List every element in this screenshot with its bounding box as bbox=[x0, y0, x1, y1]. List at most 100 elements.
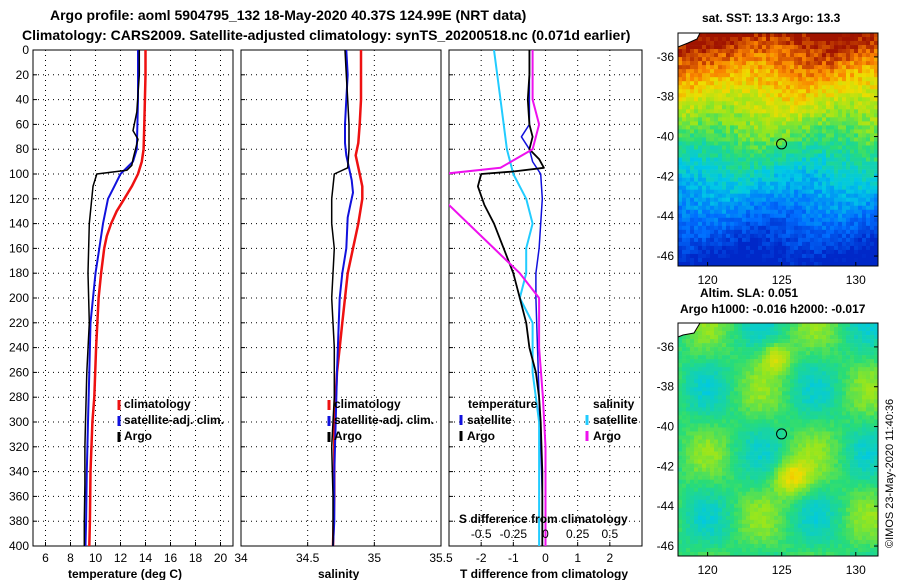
map-cell bbox=[758, 85, 763, 90]
map-cell bbox=[790, 225, 795, 231]
map-cell bbox=[802, 169, 807, 174]
map-cell bbox=[830, 153, 835, 158]
map-cell bbox=[830, 57, 835, 62]
map-cell bbox=[826, 33, 831, 38]
map-cell bbox=[754, 185, 759, 190]
map-cell bbox=[858, 205, 863, 211]
map-cell bbox=[834, 125, 839, 130]
map-cell bbox=[778, 439, 783, 444]
map-cell bbox=[762, 209, 767, 215]
map-cell bbox=[790, 459, 795, 464]
map-cell bbox=[702, 97, 707, 102]
map-cell bbox=[802, 213, 807, 219]
map-cell bbox=[770, 343, 775, 348]
map-cell bbox=[862, 245, 867, 251]
map-cell bbox=[862, 371, 867, 376]
map-cell bbox=[778, 451, 783, 456]
map-cell bbox=[698, 125, 703, 130]
map-cell bbox=[778, 467, 783, 472]
map-cell bbox=[782, 185, 787, 190]
map-cell bbox=[786, 161, 791, 166]
map-cell bbox=[714, 323, 719, 328]
map-cell bbox=[706, 395, 711, 400]
map-cell bbox=[834, 97, 839, 102]
map-cell bbox=[794, 85, 799, 90]
map-cell bbox=[786, 379, 791, 384]
map-cell bbox=[726, 241, 731, 247]
map-cell bbox=[846, 427, 851, 432]
map-cell bbox=[814, 407, 819, 412]
map-cell bbox=[846, 49, 851, 54]
map-cell bbox=[750, 435, 755, 440]
map-cell bbox=[714, 249, 719, 255]
map-cell bbox=[870, 451, 875, 456]
map-cell bbox=[682, 165, 687, 170]
map-cell bbox=[710, 245, 715, 251]
axis-ticks: 0204060801001201401601802002202402602803… bbox=[9, 43, 614, 565]
map-cell bbox=[858, 435, 863, 440]
map-cell bbox=[702, 137, 707, 142]
map-cell bbox=[766, 209, 771, 215]
map-cell bbox=[802, 335, 807, 340]
map-cell bbox=[730, 213, 735, 219]
map-cell bbox=[806, 37, 811, 42]
map-cell bbox=[798, 387, 803, 392]
map-cell bbox=[678, 379, 683, 384]
map-cell bbox=[690, 157, 695, 162]
map-cell bbox=[866, 181, 871, 186]
map-cell bbox=[694, 213, 699, 219]
map-cell bbox=[842, 189, 847, 194]
map-cell bbox=[834, 37, 839, 42]
series-line-argo bbox=[330, 50, 350, 546]
map-cell bbox=[742, 261, 747, 267]
map-cell bbox=[834, 359, 839, 364]
map-cell bbox=[702, 101, 707, 106]
map-cell bbox=[690, 189, 695, 194]
map-cell bbox=[730, 323, 735, 328]
map-cell bbox=[810, 331, 815, 336]
map-cell bbox=[686, 93, 691, 98]
map-cell bbox=[710, 69, 715, 74]
map-cell bbox=[794, 395, 799, 400]
map-cell bbox=[730, 423, 735, 428]
difference-legend: temperature salinity satellite Argo sate… bbox=[459, 397, 638, 443]
map-cell bbox=[722, 105, 727, 110]
map-cell bbox=[746, 375, 751, 380]
map-cell bbox=[794, 439, 799, 444]
map-cell bbox=[778, 245, 783, 251]
map-cell bbox=[698, 41, 703, 46]
map-cell bbox=[774, 101, 779, 106]
map-cell bbox=[862, 129, 867, 134]
map-cell bbox=[746, 395, 751, 400]
map-cell bbox=[786, 185, 791, 190]
map-cell bbox=[826, 177, 831, 182]
map-cell bbox=[786, 157, 791, 162]
map-cell bbox=[746, 241, 751, 247]
map-cell bbox=[782, 93, 787, 98]
x-tick-label: 8 bbox=[67, 551, 74, 565]
map-cell bbox=[786, 213, 791, 219]
map-cell bbox=[830, 125, 835, 130]
map-cell bbox=[822, 161, 827, 166]
map-cell bbox=[814, 121, 819, 126]
map-cell bbox=[738, 439, 743, 444]
map-cell bbox=[726, 37, 731, 42]
map-cell bbox=[762, 109, 767, 114]
map-cell bbox=[750, 57, 755, 62]
map-cell bbox=[682, 241, 687, 247]
map-cell bbox=[770, 125, 775, 130]
map-cell bbox=[858, 77, 863, 82]
map-cell bbox=[822, 399, 827, 404]
map-cell bbox=[834, 253, 839, 259]
map-cell bbox=[818, 403, 823, 408]
map-cell bbox=[874, 113, 879, 118]
map-cell bbox=[730, 169, 735, 174]
map-cell bbox=[858, 399, 863, 404]
map-cell bbox=[818, 133, 823, 138]
legend-t-argo-label: Argo bbox=[467, 429, 495, 443]
map-cell bbox=[782, 375, 787, 380]
map-cell bbox=[750, 351, 755, 356]
map-cell bbox=[770, 245, 775, 251]
map-cell bbox=[858, 323, 863, 328]
map-cell bbox=[742, 459, 747, 464]
